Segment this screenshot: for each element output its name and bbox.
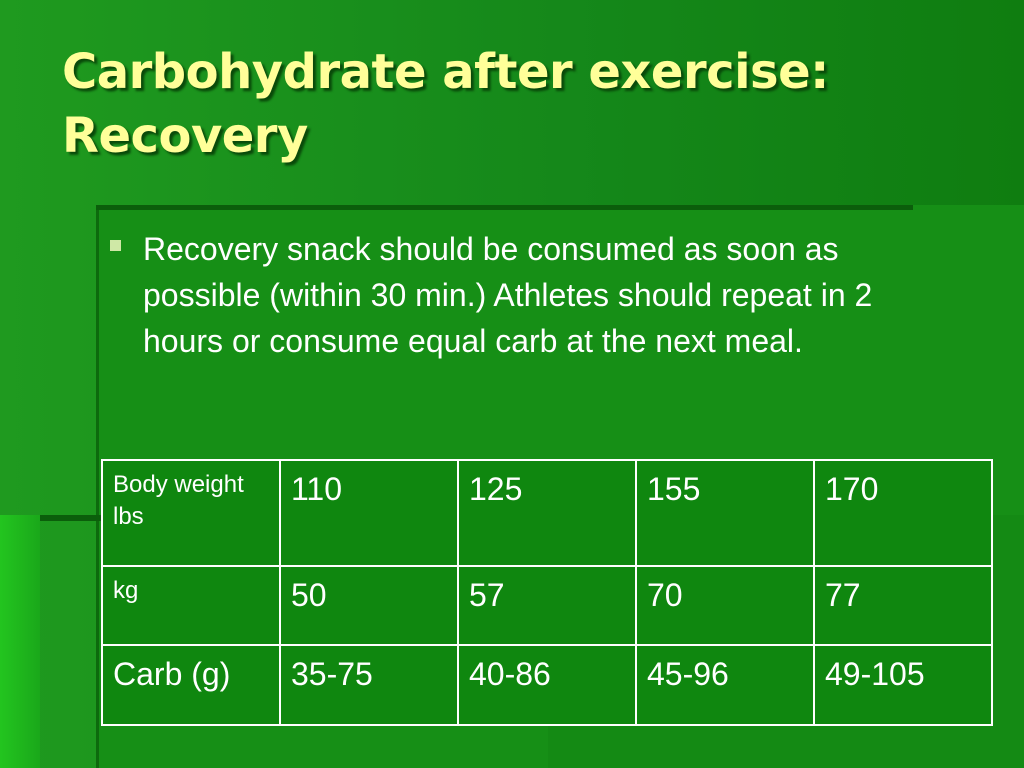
bullet-item: Recovery snack should be consumed as soo… — [110, 226, 910, 364]
label-lbs: lbs — [113, 503, 144, 530]
square-bullet-icon — [110, 240, 121, 251]
table-cell: 45-96 — [635, 644, 815, 726]
slide-title: Carbohydrate after exercise: Recovery — [62, 40, 962, 168]
table-cell: 40-86 — [457, 644, 637, 726]
table-cell: 57 — [457, 565, 637, 646]
title-line-2: Recovery — [62, 108, 308, 164]
title-line-1: Carbohydrate after exercise: — [62, 44, 829, 100]
label-body-weight: Body weight — [113, 471, 244, 498]
table-cell: 125 — [457, 459, 637, 567]
decorative-top-line — [96, 205, 913, 210]
table-cell: 170 — [813, 459, 993, 567]
bullet-text: Recovery snack should be consumed as soo… — [143, 231, 873, 359]
decorative-left-bar — [0, 515, 40, 768]
table-row-kg: kg 50 57 70 77 — [101, 565, 993, 646]
table-cell: 35-75 — [279, 644, 459, 726]
row-label-kg: kg — [101, 565, 281, 646]
table-row-carb: Carb (g) 35-75 40-86 45-96 49-105 — [101, 644, 993, 726]
table-cell: 70 — [635, 565, 815, 646]
table-cell: 77 — [813, 565, 993, 646]
table-cell: 110 — [279, 459, 459, 567]
table-cell: 155 — [635, 459, 815, 567]
recovery-carb-table: Body weight lbs 110 125 155 170 kg 50 57… — [101, 459, 993, 726]
table-cell: 49-105 — [813, 644, 993, 726]
table-row-lbs: Body weight lbs 110 125 155 170 — [101, 459, 993, 567]
row-label-body-weight: Body weight lbs — [101, 459, 281, 567]
table-cell: 50 — [279, 565, 459, 646]
row-label-carb: Carb (g) — [101, 644, 281, 726]
